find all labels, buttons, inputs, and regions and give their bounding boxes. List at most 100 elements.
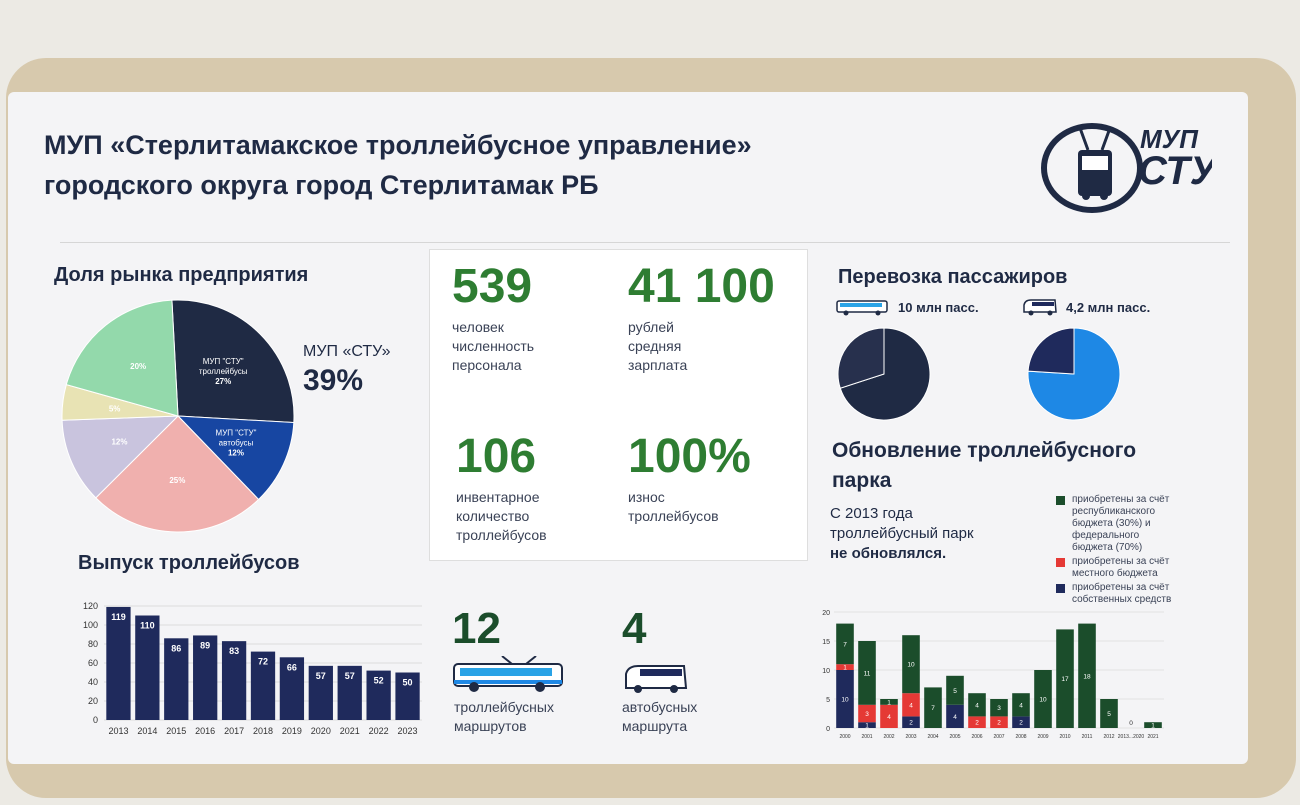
bar-value-label: 89 xyxy=(200,640,210,650)
x-tick-label: 2021 xyxy=(340,726,360,736)
pie-slice-label: 20% xyxy=(130,362,146,371)
bar-value-label: 57 xyxy=(316,671,326,681)
x-tick-label: 2023 xyxy=(398,726,418,736)
segment-value-label: 1 xyxy=(887,699,891,706)
salary-caption-line: рублей xyxy=(628,319,674,335)
y-tick-label: 5 xyxy=(826,697,830,704)
stacked-bar-segment xyxy=(968,716,986,728)
trolleybus-icon xyxy=(453,656,563,692)
x-tick-label: 2010 xyxy=(1059,734,1070,740)
bar xyxy=(395,672,420,720)
bus-routes-caption-line: автобусных xyxy=(622,699,698,715)
stacked-bar-segment xyxy=(902,635,920,694)
x-tick-label: 2020 xyxy=(311,726,331,736)
segment-value-label: 4 xyxy=(975,702,979,709)
stacked-bar-segment xyxy=(990,716,1008,728)
pie-slice xyxy=(1027,327,1075,375)
legend-swatch xyxy=(1056,496,1065,505)
minibus-small-icon xyxy=(1023,299,1057,316)
x-tick-label: 2016 xyxy=(195,726,215,736)
y-tick-label: 10 xyxy=(822,668,830,675)
segment-value-label: 1 xyxy=(865,723,869,730)
trolley-passengers-pie xyxy=(837,327,931,421)
segment-value-label: 5 xyxy=(1107,711,1111,718)
y-tick-label: 60 xyxy=(88,658,98,668)
bar xyxy=(366,670,391,720)
pie-slice-label: 27% xyxy=(215,377,231,386)
bar xyxy=(337,665,362,720)
trolleybus-small-icon xyxy=(836,300,888,316)
stacked-bar-segment xyxy=(1012,716,1030,728)
salary-caption-line: средняя xyxy=(628,338,682,354)
stacked-bar-segment xyxy=(1056,629,1074,728)
segment-value-label: 7 xyxy=(843,641,847,648)
wear-caption-line: троллейбусов xyxy=(628,508,719,524)
release-bar-chart: 0 20 40 60 80 100 120 119 2013 110 2014 86 2015 89 201… xyxy=(83,601,422,736)
renewal-text-line: не обновлялся. xyxy=(830,545,947,562)
stacked-bar-segment xyxy=(990,699,1008,717)
segment-value-label: 17 xyxy=(1061,676,1069,683)
x-tick-label: 2000 xyxy=(839,734,850,740)
bar-value-label: 52 xyxy=(374,676,384,686)
market-callout-label: МУП «СТУ» xyxy=(303,343,391,360)
x-tick-label: 2022 xyxy=(369,726,389,736)
staff-caption-line: численность xyxy=(452,338,535,354)
bus-routes-value: 4 xyxy=(622,604,647,653)
legend-item-federal: приобретены за счёт республиканского бюд… xyxy=(1056,494,1202,554)
segment-value-label: 4 xyxy=(887,714,891,721)
stats-card xyxy=(430,250,807,560)
x-tick-label: 2007 xyxy=(993,734,1004,740)
stacked-bar-segment xyxy=(902,716,920,728)
bar xyxy=(106,606,131,720)
stacked-bar-segment xyxy=(836,664,854,670)
stacked-bar-segment xyxy=(858,704,876,723)
logo-emblem-icon: МУП СТУ xyxy=(1041,123,1220,213)
pie-slice-label: автобусы xyxy=(219,439,254,448)
trolley-routes-caption: троллейбусных маршрутов xyxy=(454,698,554,736)
segment-value-label: 1 xyxy=(843,665,847,672)
logo-top-text: МУП xyxy=(1140,124,1199,154)
segment-value-label: 5 xyxy=(953,688,957,695)
pie-slice xyxy=(839,327,931,421)
y-tick-label: 100 xyxy=(83,620,98,630)
segment-value-label: 4 xyxy=(909,702,913,709)
renewal-heading-line: Обновление троллейбусного xyxy=(832,439,1137,462)
market-callout-value: 39% xyxy=(303,364,364,397)
renewal-stacked-bar-chart: 0510152010172000131120014120022410200372… xyxy=(822,610,1164,740)
pie-slice xyxy=(65,299,179,417)
legend-text-line: приобретены за счёт xyxy=(1072,494,1170,505)
legend-item-own: приобретены за счёт собственных средств xyxy=(1056,582,1202,606)
segment-value-label: 2 xyxy=(975,720,979,727)
salary-caption: рублей средняя зарплата xyxy=(628,318,687,375)
bus-routes-caption: автобусных маршрута xyxy=(622,698,697,736)
segment-value-label: 4 xyxy=(953,714,957,721)
renewal-text-line: С 2013 года xyxy=(830,505,913,522)
bar xyxy=(221,641,247,720)
x-tick-label: 2019 xyxy=(282,726,302,736)
pie-slice xyxy=(171,299,295,424)
staff-caption-line: персонала xyxy=(452,357,522,373)
segment-value-label: 4 xyxy=(1019,702,1023,709)
pie-slice-label: 12% xyxy=(111,437,127,446)
y-tick-label: 20 xyxy=(88,696,98,706)
bar-value-label: 66 xyxy=(287,662,297,672)
pie-slice-label: 5% xyxy=(109,404,121,413)
legend-text-line: бюджета (30%) и xyxy=(1072,518,1151,529)
pie-slice xyxy=(176,415,295,501)
segment-value-label: 3 xyxy=(865,711,869,718)
y-tick-label: 15 xyxy=(822,639,830,646)
stacked-bar-segment xyxy=(836,670,854,728)
trolley-passengers-label: 10 млн пасс. xyxy=(898,300,979,315)
stacked-bar-segment xyxy=(1078,623,1096,728)
salary-value: 41 100 xyxy=(628,260,775,313)
renewal-text: С 2013 года троллейбусный парк не обновл… xyxy=(830,504,974,564)
renewal-heading-line: парка xyxy=(832,469,892,492)
release-heading: Выпуск троллейбусов xyxy=(78,552,300,574)
x-tick-label: 2021 xyxy=(1147,734,1158,740)
staff-value: 539 xyxy=(452,260,533,313)
legend-item-local: приобретены за счёт местного бюджета xyxy=(1056,556,1202,580)
bar xyxy=(164,638,189,720)
x-tick-label: 2011 xyxy=(1082,734,1093,740)
header-divider xyxy=(60,242,1230,243)
segment-value-label: 18 xyxy=(1083,673,1091,680)
